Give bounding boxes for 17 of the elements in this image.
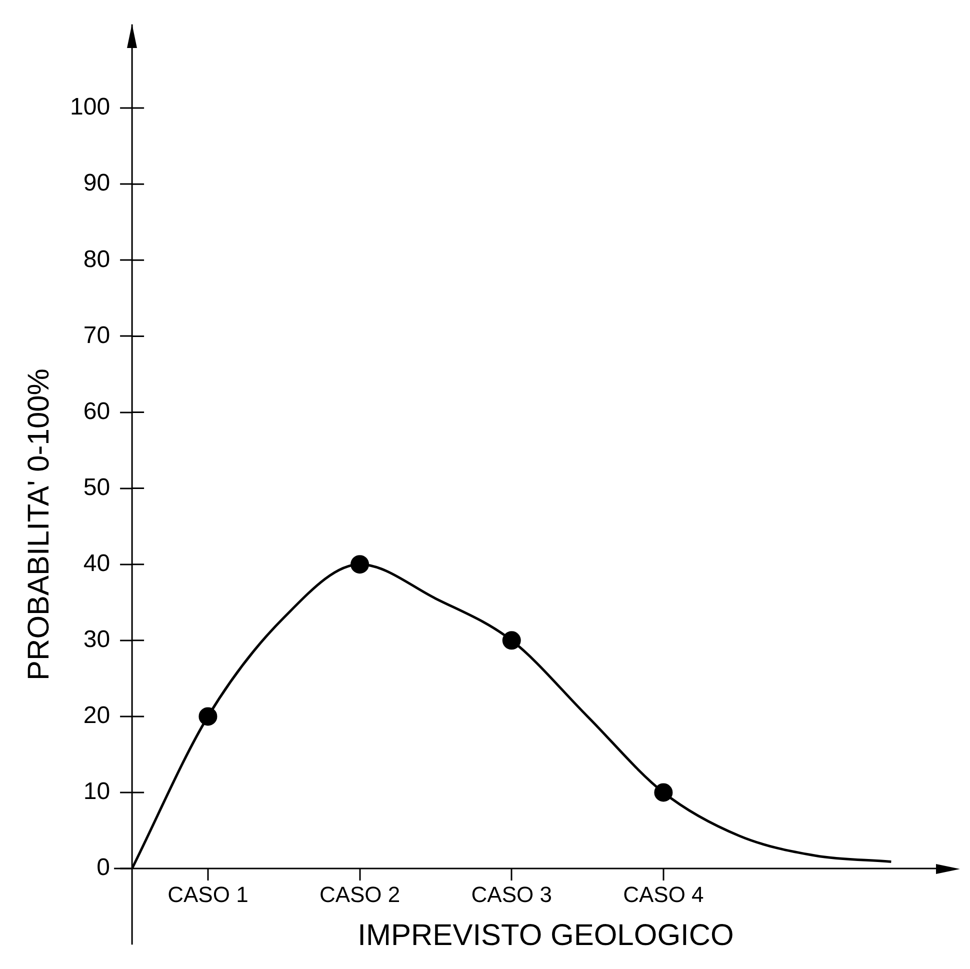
y-tick-label: 10 [83,778,110,806]
x-tick-label: CASO 4 [623,882,704,907]
x-axis-title: IMPREVISTO GEOLOGICO [358,919,734,952]
y-tick-label: 70 [83,322,110,349]
y-tick-label: 90 [83,170,110,197]
y-tick-label: 20 [83,702,110,730]
y-tick-label: 50 [83,474,110,501]
y-axis-title: PROBABILITA' 0-100% [22,368,56,680]
x-tick-label: CASO 2 [319,882,400,907]
y-tick-label: 30 [83,626,110,654]
y-tick-label: 0 [96,854,110,882]
y-tick-label: 100 [70,94,110,121]
y-tick-label: 60 [83,398,110,425]
x-tick-label: CASO 1 [168,882,248,907]
y-tick-label: 80 [83,246,110,273]
y-tick-label: 40 [83,550,110,577]
x-tick-label: CASO 3 [471,882,552,907]
